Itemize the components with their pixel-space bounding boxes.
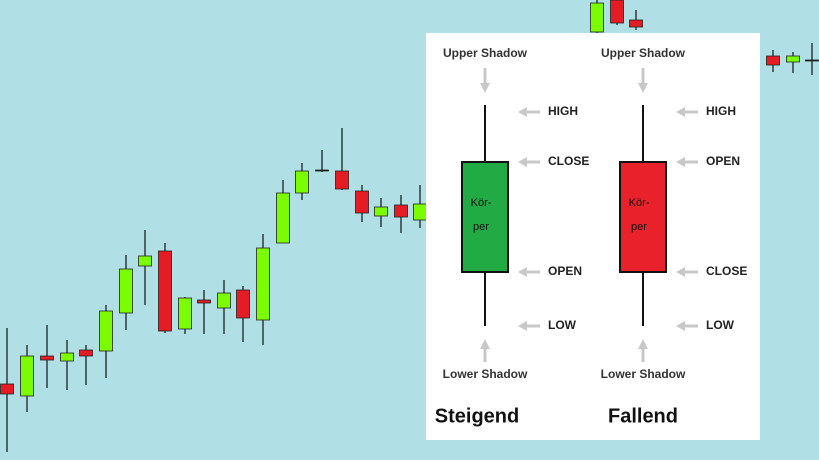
candle-body <box>138 255 152 267</box>
candle-body <box>40 355 54 361</box>
candle-body <box>590 2 604 33</box>
candle-body <box>394 204 408 218</box>
price-label: LOW <box>548 318 577 332</box>
arrow-head <box>480 339 490 349</box>
body-label: per <box>631 221 647 233</box>
candle-body <box>99 310 113 352</box>
price-label: OPEN <box>706 154 740 168</box>
panel-title: Steigend <box>435 405 519 427</box>
candle-body <box>119 268 133 314</box>
price-label: CLOSE <box>548 154 589 168</box>
candle-body <box>619 161 667 273</box>
arrow-head <box>676 157 685 167</box>
price-label: HIGH <box>548 104 578 118</box>
arrow-head <box>638 83 648 93</box>
candle-body <box>276 192 290 244</box>
arrow-head <box>638 339 648 349</box>
candle-body <box>0 383 14 395</box>
price-label: LOW <box>706 318 735 332</box>
lower-shadow-label: Lower Shadow <box>601 367 686 381</box>
candle-body <box>805 59 819 62</box>
candle-body <box>629 19 643 28</box>
body-label: Kör- <box>629 197 650 209</box>
candle-body <box>295 170 309 194</box>
candle-body <box>355 190 369 214</box>
candle-body <box>335 170 349 190</box>
price-label: HIGH <box>706 104 736 118</box>
candle-body <box>413 203 427 221</box>
arrow-head <box>676 107 685 117</box>
candle-body <box>786 55 800 63</box>
candle-body <box>256 247 270 321</box>
candle-body <box>178 297 192 330</box>
price-label: OPEN <box>548 264 582 278</box>
candle-body <box>236 289 250 319</box>
candle-body <box>315 169 329 172</box>
body-label: Kör- <box>471 197 492 209</box>
candle-explanations: Upper Shadow Kör-per HIGH CLOSE OPEN LOW Lower… <box>435 46 748 427</box>
panel-title: Fallend <box>608 405 678 427</box>
candle-body <box>79 349 93 357</box>
arrow-head <box>518 267 527 277</box>
body-label: per <box>473 221 489 233</box>
candle-body <box>217 292 231 309</box>
candle-body <box>20 355 34 397</box>
arrow-head <box>518 107 527 117</box>
candle-body <box>60 352 74 362</box>
arrow-head <box>518 157 527 167</box>
arrow-head <box>676 321 685 331</box>
upper-shadow-label: Upper Shadow <box>443 46 528 60</box>
arrow-head <box>676 267 685 277</box>
candle-body <box>610 0 624 24</box>
arrow-head <box>518 321 527 331</box>
candle-body <box>197 299 211 304</box>
arrow-head <box>480 83 490 93</box>
price-label: CLOSE <box>706 264 747 278</box>
upper-shadow-label: Upper Shadow <box>601 46 686 60</box>
candle-body <box>461 161 509 273</box>
candle-body <box>766 55 780 66</box>
lower-shadow-label: Lower Shadow <box>443 367 528 381</box>
candle-body <box>374 206 388 217</box>
candle-body <box>158 250 172 332</box>
